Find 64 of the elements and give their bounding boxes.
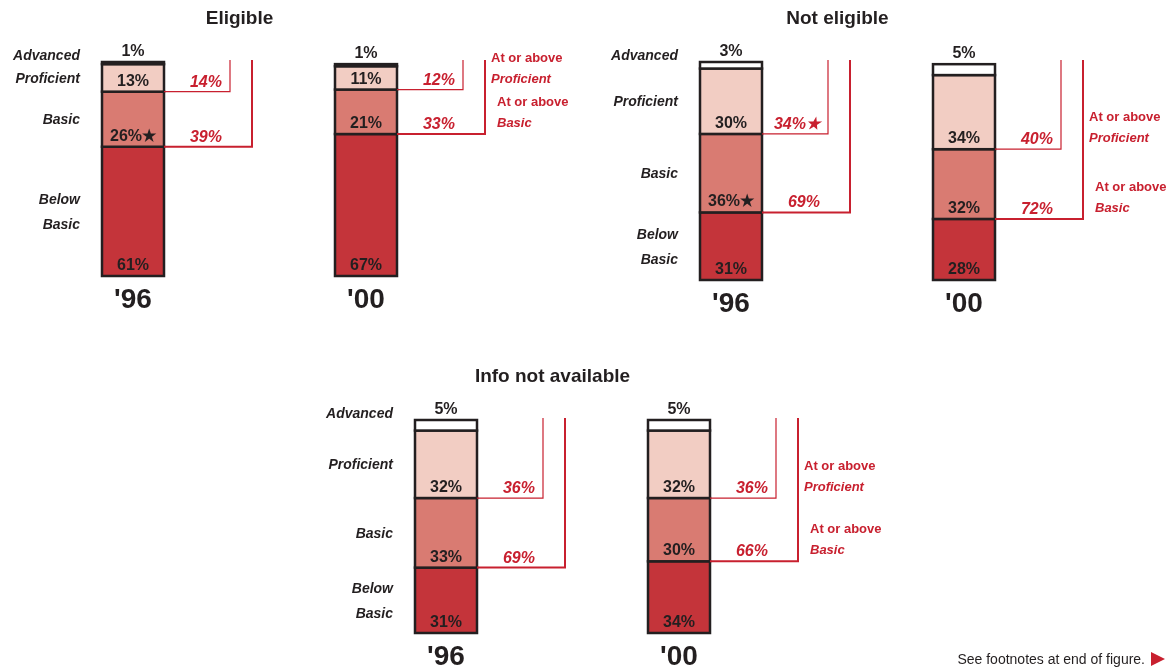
text: At or above Basic	[810, 521, 882, 558]
series-label: Basic	[42, 111, 81, 128]
data-label: 30%	[714, 113, 748, 131]
text: See footnotes at end of figure.	[957, 651, 1145, 667]
chart-title: Eligible	[205, 7, 274, 28]
data-label: 33%	[429, 547, 463, 565]
annotation: 34%★	[773, 114, 823, 132]
data-label: 5%	[952, 44, 976, 62]
series-label: Advanced	[12, 47, 81, 63]
annotation: 66%	[735, 542, 768, 560]
data-label: 32%	[947, 198, 981, 216]
data-label: 67%	[349, 256, 383, 273]
data-label: 36%★	[707, 192, 756, 210]
data-label: 11%	[350, 69, 382, 87]
data-label: 1%	[121, 42, 145, 59]
series-label: Proficient	[613, 93, 680, 110]
data-label: 32%	[429, 478, 463, 496]
x-tick-label: '96	[114, 283, 152, 314]
annotation: 39%	[189, 127, 222, 145]
text: At or above Proficient	[1089, 109, 1161, 146]
series-label: Below Basic	[38, 191, 82, 233]
x-tick-label: '00	[660, 640, 698, 670]
data-label: 34%	[947, 129, 981, 147]
annotation: 72%	[1020, 199, 1053, 217]
data-label: 30%	[662, 541, 696, 559]
data-label: 3%	[719, 42, 743, 59]
data-label: 26%★	[109, 126, 158, 144]
data-label: 31%	[429, 613, 463, 630]
series-label: Proficient	[328, 456, 395, 473]
data-label: 5%	[667, 400, 691, 417]
text: At or above Basic	[1095, 178, 1167, 215]
x-tick-label: '96	[427, 640, 465, 670]
series-label: Proficient	[15, 69, 82, 86]
series-label: Below Basic	[351, 580, 395, 622]
annotation: 36%	[735, 479, 768, 497]
annotation: 36%	[502, 479, 535, 497]
annotation: 40%	[1019, 130, 1053, 148]
data-label: 32%	[662, 478, 696, 496]
text: At or above Basic	[497, 94, 569, 131]
data-label: 31%	[714, 260, 748, 277]
annotation: 12%	[422, 70, 455, 88]
data-label: 34%	[662, 613, 696, 630]
series-label: Basic	[355, 524, 394, 541]
chart-title: Not eligible	[786, 7, 889, 28]
x-tick-label: '96	[712, 287, 750, 318]
series-label: Advanced	[325, 405, 394, 421]
series-label: Below Basic	[636, 226, 680, 268]
data-label: 28%	[947, 260, 981, 277]
data-label: 1%	[354, 44, 378, 62]
series-label: Basic	[640, 165, 679, 182]
annotation: 14%	[189, 72, 222, 90]
series-label: Advanced	[610, 47, 679, 63]
text: At or above Proficient	[804, 458, 876, 495]
annotation: 69%	[787, 193, 820, 211]
x-tick-label: '00	[347, 283, 385, 314]
data-label: 13%	[116, 71, 150, 89]
text: At or above Proficient	[491, 49, 563, 86]
data-label: 21%	[349, 114, 383, 132]
x-tick-label: '00	[945, 287, 983, 318]
annotation: 69%	[502, 548, 535, 566]
annotation: 33%	[422, 115, 455, 133]
chart-title: Info not available	[474, 365, 631, 386]
data-label: 5%	[434, 400, 458, 417]
data-label: 61%	[116, 256, 150, 273]
